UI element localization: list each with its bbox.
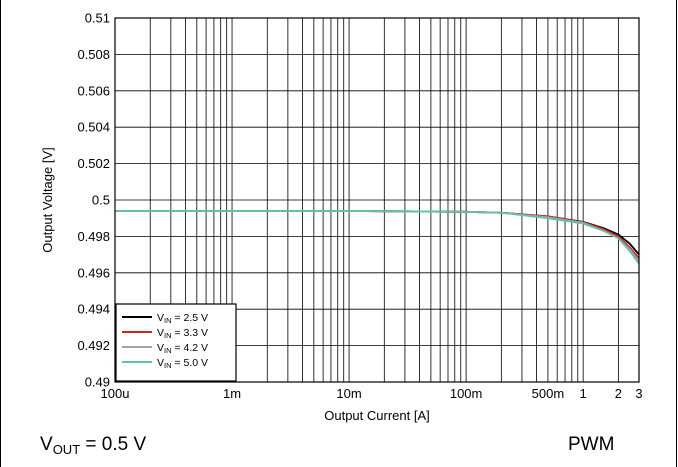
legend-label-1: VIN = 2.5 V bbox=[157, 312, 208, 325]
y-tick-label: 0.51 bbox=[85, 11, 110, 26]
x-axis-label: Output Current [A] bbox=[324, 408, 430, 423]
y-tick-label: 0.508 bbox=[77, 47, 110, 62]
mode-label: PWM bbox=[568, 434, 615, 455]
y-tick-label: 0.504 bbox=[77, 120, 110, 135]
y-tick-label: 0.498 bbox=[77, 229, 110, 244]
series-line-1 bbox=[115, 210, 640, 256]
x-tick-label: 1 bbox=[580, 386, 587, 401]
y-tick-label: 0.502 bbox=[77, 156, 110, 171]
plot-border bbox=[114, 17, 640, 383]
series-line-2 bbox=[115, 210, 640, 259]
y-tick-labels: 0.51 0.508 0.506 0.504 0.502 0.5 0.498 0.496 0.4… bbox=[77, 11, 110, 390]
x-tick-label: 2 bbox=[615, 386, 622, 401]
legend-label-2: VIN = 3.3 V bbox=[157, 327, 208, 340]
x-tick-labels: 100u 1m 10m 100m 500m 1 2 3 bbox=[101, 386, 643, 401]
legend: VIN = 2.5 V VIN = 3.3 V VIN = 4.2 V VIN = 5… bbox=[115, 303, 237, 382]
y-tick-label: 0.496 bbox=[77, 265, 110, 280]
y-tick-label: 0.492 bbox=[77, 338, 110, 353]
legend-label-4: VIN = 5.0 V bbox=[157, 357, 208, 370]
y-tick-label: 0.494 bbox=[77, 302, 110, 317]
x-tick-label: 100m bbox=[450, 386, 483, 401]
y-axis-label: Output Voltage [V] bbox=[40, 147, 55, 253]
legend-label-3: VIN = 4.2 V bbox=[157, 342, 208, 355]
series-line-4 bbox=[115, 210, 640, 265]
x-tick-label: 1m bbox=[223, 386, 241, 401]
y-tick-label: 0.5 bbox=[92, 193, 110, 208]
x-tick-label: 10m bbox=[336, 386, 361, 401]
x-tick-label: 500m bbox=[532, 386, 565, 401]
series-lines bbox=[115, 210, 640, 265]
y-tick-label: 0.506 bbox=[77, 83, 110, 98]
vout-condition: VOUT = 0.5 V bbox=[40, 434, 147, 457]
x-tick-label: 100u bbox=[101, 386, 130, 401]
output-voltage-chart: 100u 1m 10m 100m 500m 1 2 3 0.51 0.508 0.506 0.504… bbox=[40, 11, 643, 424]
x-tick-label: 3 bbox=[635, 386, 642, 401]
y-tick-label: 0.49 bbox=[85, 375, 110, 390]
